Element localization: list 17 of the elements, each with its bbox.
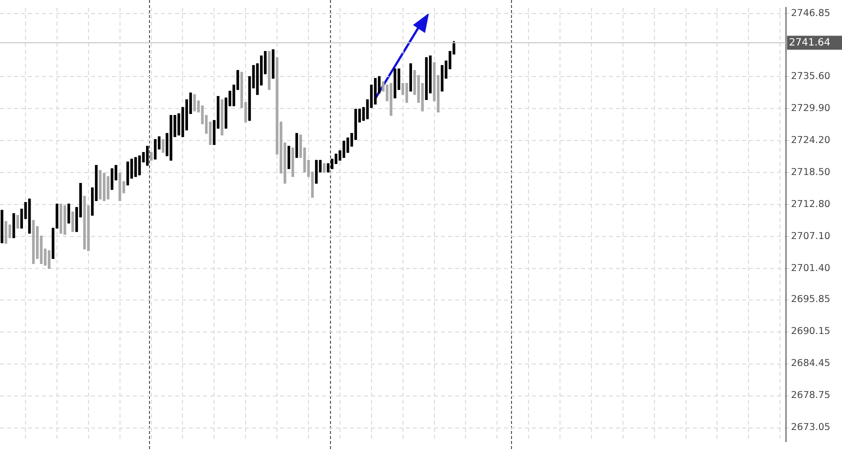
- y-tick-label: 2735.60: [791, 71, 830, 82]
- y-tick-label: 2678.75: [791, 390, 830, 402]
- y-tick-label: 2707.10: [791, 231, 830, 242]
- y-tick-label: 2724.20: [791, 135, 830, 146]
- y-tick-label: 2695.85: [791, 294, 830, 306]
- y-tick-label: 2684.45: [791, 358, 830, 370]
- candlestick: [326, 163, 330, 172]
- candlestick: [322, 163, 326, 172]
- y-tick-label: 2712.80: [791, 199, 830, 210]
- candlestick: [162, 139, 164, 153]
- y-tick-label: 2701.40: [791, 263, 830, 274]
- y-tick-label: 2746.85: [791, 8, 830, 19]
- y-tick-label: 2718.50: [791, 167, 830, 178]
- y-tick-label: 2690.15: [791, 326, 830, 338]
- y-tick-label: 2729.90: [791, 103, 830, 114]
- y-tick-label: 2673.05: [791, 422, 830, 434]
- ref-line-label: 2741.64: [789, 37, 830, 48]
